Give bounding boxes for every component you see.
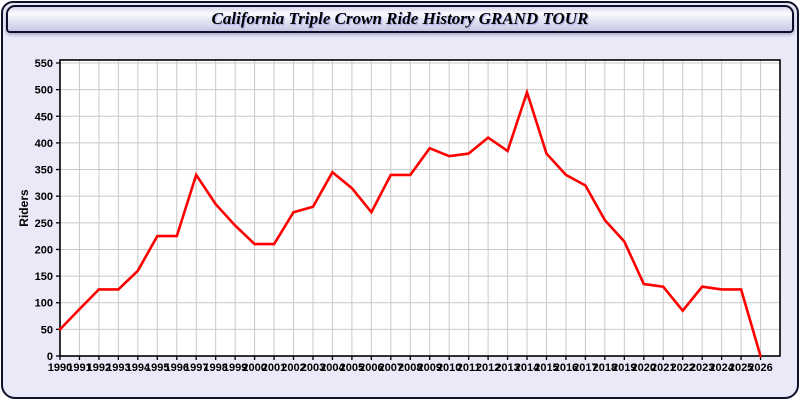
- x-tick-label: 1999: [223, 362, 247, 374]
- x-tick-label: 2021: [651, 362, 675, 374]
- title-bar: California Triple Crown Ride History GRA…: [6, 5, 794, 33]
- x-tick-label: 2014: [515, 362, 540, 374]
- x-tick-label: 2008: [398, 362, 422, 374]
- x-tick-label: 2025: [729, 362, 753, 374]
- y-tick-label: 50: [41, 324, 53, 336]
- x-tick-label: 1994: [126, 362, 151, 374]
- y-tick-label: 300: [35, 191, 53, 203]
- y-tick-label: 200: [35, 244, 53, 256]
- y-tick-label: 400: [35, 138, 53, 150]
- riders-line: [58, 88, 762, 358]
- x-tick-label: 2010: [437, 362, 461, 374]
- x-tick-label: 2003: [301, 362, 325, 374]
- x-tick-label: 2007: [379, 362, 403, 374]
- x-tick-label: 2018: [593, 362, 617, 374]
- y-tick-label: 100: [35, 298, 53, 310]
- x-tick-label: 2006: [359, 362, 383, 374]
- x-tick-label: 2022: [670, 362, 694, 374]
- x-tick-label: 2015: [534, 362, 558, 374]
- plot-border: [59, 59, 781, 357]
- x-tick-label: 2012: [476, 362, 500, 374]
- y-tick-label: 350: [35, 165, 53, 177]
- x-tick-label: 2017: [573, 362, 597, 374]
- x-tick-label: 2000: [242, 362, 266, 374]
- x-tick-label: 2002: [281, 362, 305, 374]
- y-tick-label: 250: [35, 218, 53, 230]
- plot-area: [60, 60, 780, 356]
- y-tick-label: 550: [35, 58, 53, 70]
- x-tick-label: 2026: [748, 362, 772, 374]
- x-tick-label: 1995: [145, 362, 169, 374]
- y-tick-label: 0: [47, 351, 53, 363]
- y-tick-label: 150: [35, 271, 53, 283]
- x-tick-label: 1992: [87, 362, 111, 374]
- x-tick-label: 1998: [203, 362, 227, 374]
- x-tick-label: 2013: [495, 362, 519, 374]
- x-tick-label: 2005: [340, 362, 364, 374]
- x-tick-label: 2019: [612, 362, 636, 374]
- x-tick-label: 2004: [320, 362, 345, 374]
- x-tick-label: 1997: [184, 362, 208, 374]
- y-axis-label: Riders: [17, 189, 31, 227]
- page-title: California Triple Crown Ride History GRA…: [211, 9, 589, 28]
- x-tick-label: 2009: [417, 362, 441, 374]
- x-tick-label: 1991: [67, 362, 91, 374]
- x-tick-label: 1990: [48, 362, 72, 374]
- ride-history-chart: 1990199119921993199419951996199719981999…: [17, 58, 781, 374]
- x-tick-label: 2011: [457, 362, 481, 374]
- x-tick-label: 2020: [632, 362, 656, 374]
- x-tick-label: 1993: [106, 362, 130, 374]
- x-tick-label: 1996: [165, 362, 189, 374]
- x-tick-label: 2001: [262, 362, 286, 374]
- x-tick-label: 2023: [690, 362, 714, 374]
- y-tick-label: 450: [35, 111, 53, 123]
- y-tick-label: 500: [35, 85, 53, 97]
- x-tick-label: 2024: [709, 362, 734, 374]
- x-tick-label: 2016: [554, 362, 578, 374]
